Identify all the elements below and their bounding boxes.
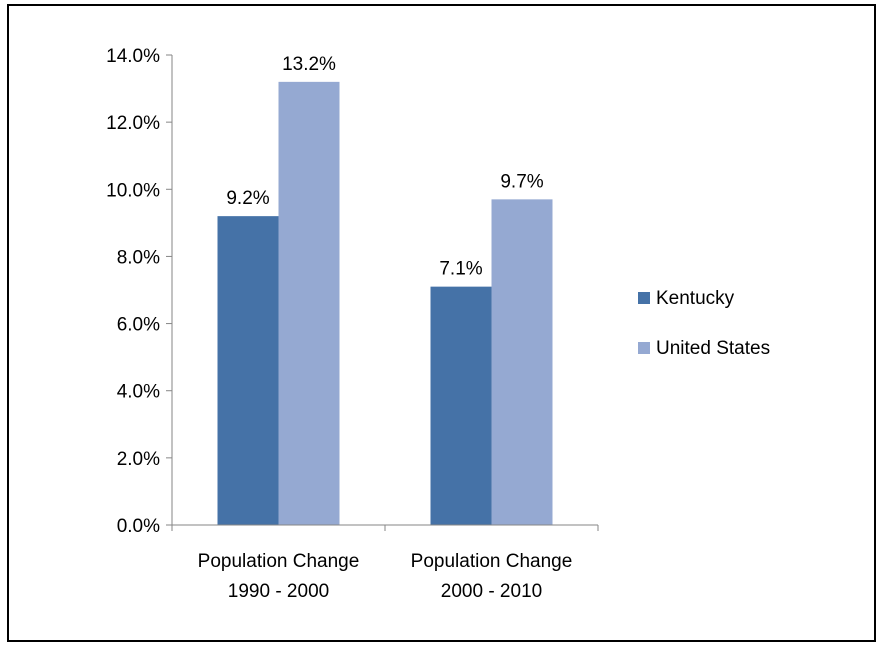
- legend-swatch: [638, 342, 650, 354]
- x-axis-category-labels: Population Change 1990 - 2000 Population C…: [198, 551, 573, 602]
- bars: [217, 81, 553, 525]
- legend-swatch: [638, 292, 650, 304]
- bar-kentucky: [217, 216, 279, 525]
- data-labels: 9.2% 13.2% 7.1% 9.7%: [226, 54, 543, 280]
- y-tick-label: 8.0%: [117, 247, 160, 268]
- x-category-label: Population Change: [198, 551, 360, 572]
- data-label: 13.2%: [282, 54, 336, 75]
- y-tick-label: 10.0%: [106, 180, 160, 201]
- bar-kentucky: [430, 286, 492, 525]
- bar-united-states: [491, 199, 553, 525]
- y-tick-label: 4.0%: [117, 382, 160, 403]
- y-tick-label: 14.0%: [106, 46, 160, 67]
- x-category-label: Population Change: [411, 551, 573, 572]
- y-tick-label: 2.0%: [117, 449, 160, 470]
- data-label: 9.2%: [226, 188, 269, 209]
- data-label: 7.1%: [439, 259, 482, 280]
- y-tick-label: 6.0%: [117, 315, 160, 336]
- data-label: 9.7%: [500, 171, 543, 192]
- x-category-label: 1990 - 2000: [228, 581, 329, 602]
- legend: Kentucky United States: [638, 288, 770, 359]
- y-tick-label: 12.0%: [106, 113, 160, 134]
- legend-label: Kentucky: [656, 288, 735, 309]
- y-axis-ticks: 0.0% 2.0% 4.0% 6.0% 8.0% 10.0% 12.0% 14.0%: [106, 46, 599, 537]
- x-category-label: 2000 - 2010: [441, 581, 542, 602]
- legend-label: United States: [656, 338, 770, 359]
- y-tick-label: 0.0%: [117, 516, 160, 537]
- bar-united-states: [278, 81, 340, 525]
